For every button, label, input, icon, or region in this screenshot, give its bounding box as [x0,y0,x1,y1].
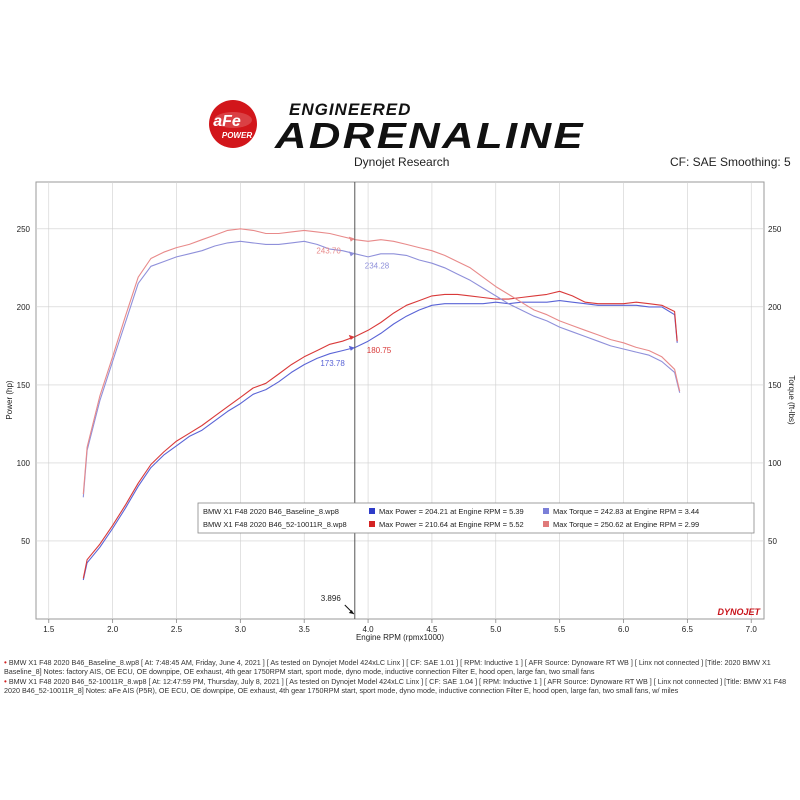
note-bullet: • [4,677,7,686]
cursor-markers: 173.78 180.75 234.28 243.70 [316,236,392,615]
brand-power: POWER [222,131,252,140]
baseline-torque-line [82,240,681,498]
baseline-power-line [82,300,678,581]
legend-power-2: Max Power = 210.64 at Engine RPM = 5.52 [379,520,524,529]
y-left-tick-label: 100 [17,459,31,468]
plot-area [35,181,765,620]
x-tick-label: 7.0 [746,625,758,634]
y-right-tick-label: 100 [768,459,782,468]
x-tick-label: 4.0 [363,625,375,634]
y-right-tick-label: 50 [768,537,777,546]
marker-afe-power-arrow [348,334,355,340]
afe-torque-line [82,228,681,495]
y-right-axis-label: Torque (ft-lbs) [787,375,796,425]
x-tick-label: 3.5 [299,625,311,634]
x-axis-ticks: 1.5 2.0 2.5 3.0 3.5 4.0 4.5 5.0 5.5 6.0 6.5 7.0 [43,619,757,634]
legend-swatch-power-1 [369,508,375,514]
x-tick-label: 5.0 [490,625,502,634]
test-notes-afe: • BMW X1 F48 2020 B46_52-10011R_8.wp8 [ A… [4,677,796,695]
marker-baseline-power-arrow [348,345,355,351]
legend-box: BMW X1 F48 2020 B46_Baseline_8.wp8 BMW X… [197,502,755,534]
x-tick-label: 6.5 [682,625,694,634]
tagline-adrenaline: ADRENALINE [274,115,585,152]
x-tick-label: 2.5 [171,625,183,634]
y-right-tick-label: 200 [768,303,782,312]
marker-afe-torque-label: 243.70 [316,247,341,256]
marker-afe-power-label: 180.75 [367,346,392,355]
afe-engineered-adrenaline-logo: aFe POWER ENGINEERED ADRENALINE [209,100,585,152]
legend-torque-1: Max Torque = 242.83 at Engine RPM = 3.44 [553,507,699,516]
x-tick-label: 3.0 [235,625,247,634]
cursor-label-arrowhead [348,610,354,614]
x-axis-label: Engine RPM (rpmx1000) [356,633,444,642]
x-tick-label: 6.0 [618,625,630,634]
x-tick-label: 2.0 [107,625,119,634]
cf-smoothing-caption: CF: SAE Smoothing: 5 [670,155,791,169]
marker-baseline-torque-arrow [348,251,355,257]
legend-swatch-power-2 [369,521,375,527]
note-bullet: • [4,658,7,667]
y-right-axis-ticks: 50 100 150 200 250 [768,225,782,546]
test-notes-baseline: • BMW X1 F48 2020 B46_Baseline_8.wp8 [ At… [4,658,796,676]
legend-swatch-torque-2 [543,521,549,527]
legend-torque-2: Max Torque = 250.62 at Engine RPM = 2.99 [553,520,699,529]
grid-lines [36,182,764,619]
y-left-tick-label: 150 [17,381,31,390]
legend-swatch-torque-1 [543,508,549,514]
brand-afe: aFe [213,113,241,130]
x-tick-label: 5.5 [554,625,566,634]
y-left-tick-label: 200 [17,303,31,312]
dyno-chart: 1.5 2.0 2.5 3.0 3.5 4.0 4.5 5.0 5.5 6.0 6.5 7.0 50 1… [5,181,796,642]
cursor-rpm-label: 3.896 [321,594,342,603]
note-text-afe: BMW X1 F48 2020 B46_52-10011R_8.wp8 [ At… [4,677,787,695]
y-left-axis-ticks: 50 100 150 200 250 [17,225,31,546]
marker-baseline-torque-label: 234.28 [365,261,390,270]
dynojet-mark: DYNOJET [717,607,761,617]
y-right-tick-label: 250 [768,225,782,234]
legend-file-1: BMW X1 F48 2020 B46_Baseline_8.wp8 [203,507,339,516]
marker-baseline-power-label: 173.78 [320,359,345,368]
dynojet-research-caption: Dynojet Research [354,155,450,169]
y-left-axis-label: Power (hp) [5,380,14,419]
afe-power-line [82,290,678,579]
note-text-baseline: BMW X1 F48 2020 B46_Baseline_8.wp8 [ At:… [4,658,771,676]
legend-power-1: Max Power = 204.21 at Engine RPM = 5.39 [379,507,524,516]
tagline-engineered: ENGINEERED [289,100,411,119]
afe-power-badge: aFe POWER [209,100,257,148]
legend-file-2: BMW X1 F48 2020 B46_52-10011R_8.wp8 [203,520,347,529]
x-tick-label: 1.5 [43,625,55,634]
x-tick-label: 4.5 [426,625,438,634]
y-right-tick-label: 150 [768,381,782,390]
y-left-tick-label: 50 [21,537,30,546]
marker-afe-torque-arrow [348,236,355,242]
series-lines [82,228,681,581]
y-left-tick-label: 250 [17,225,31,234]
